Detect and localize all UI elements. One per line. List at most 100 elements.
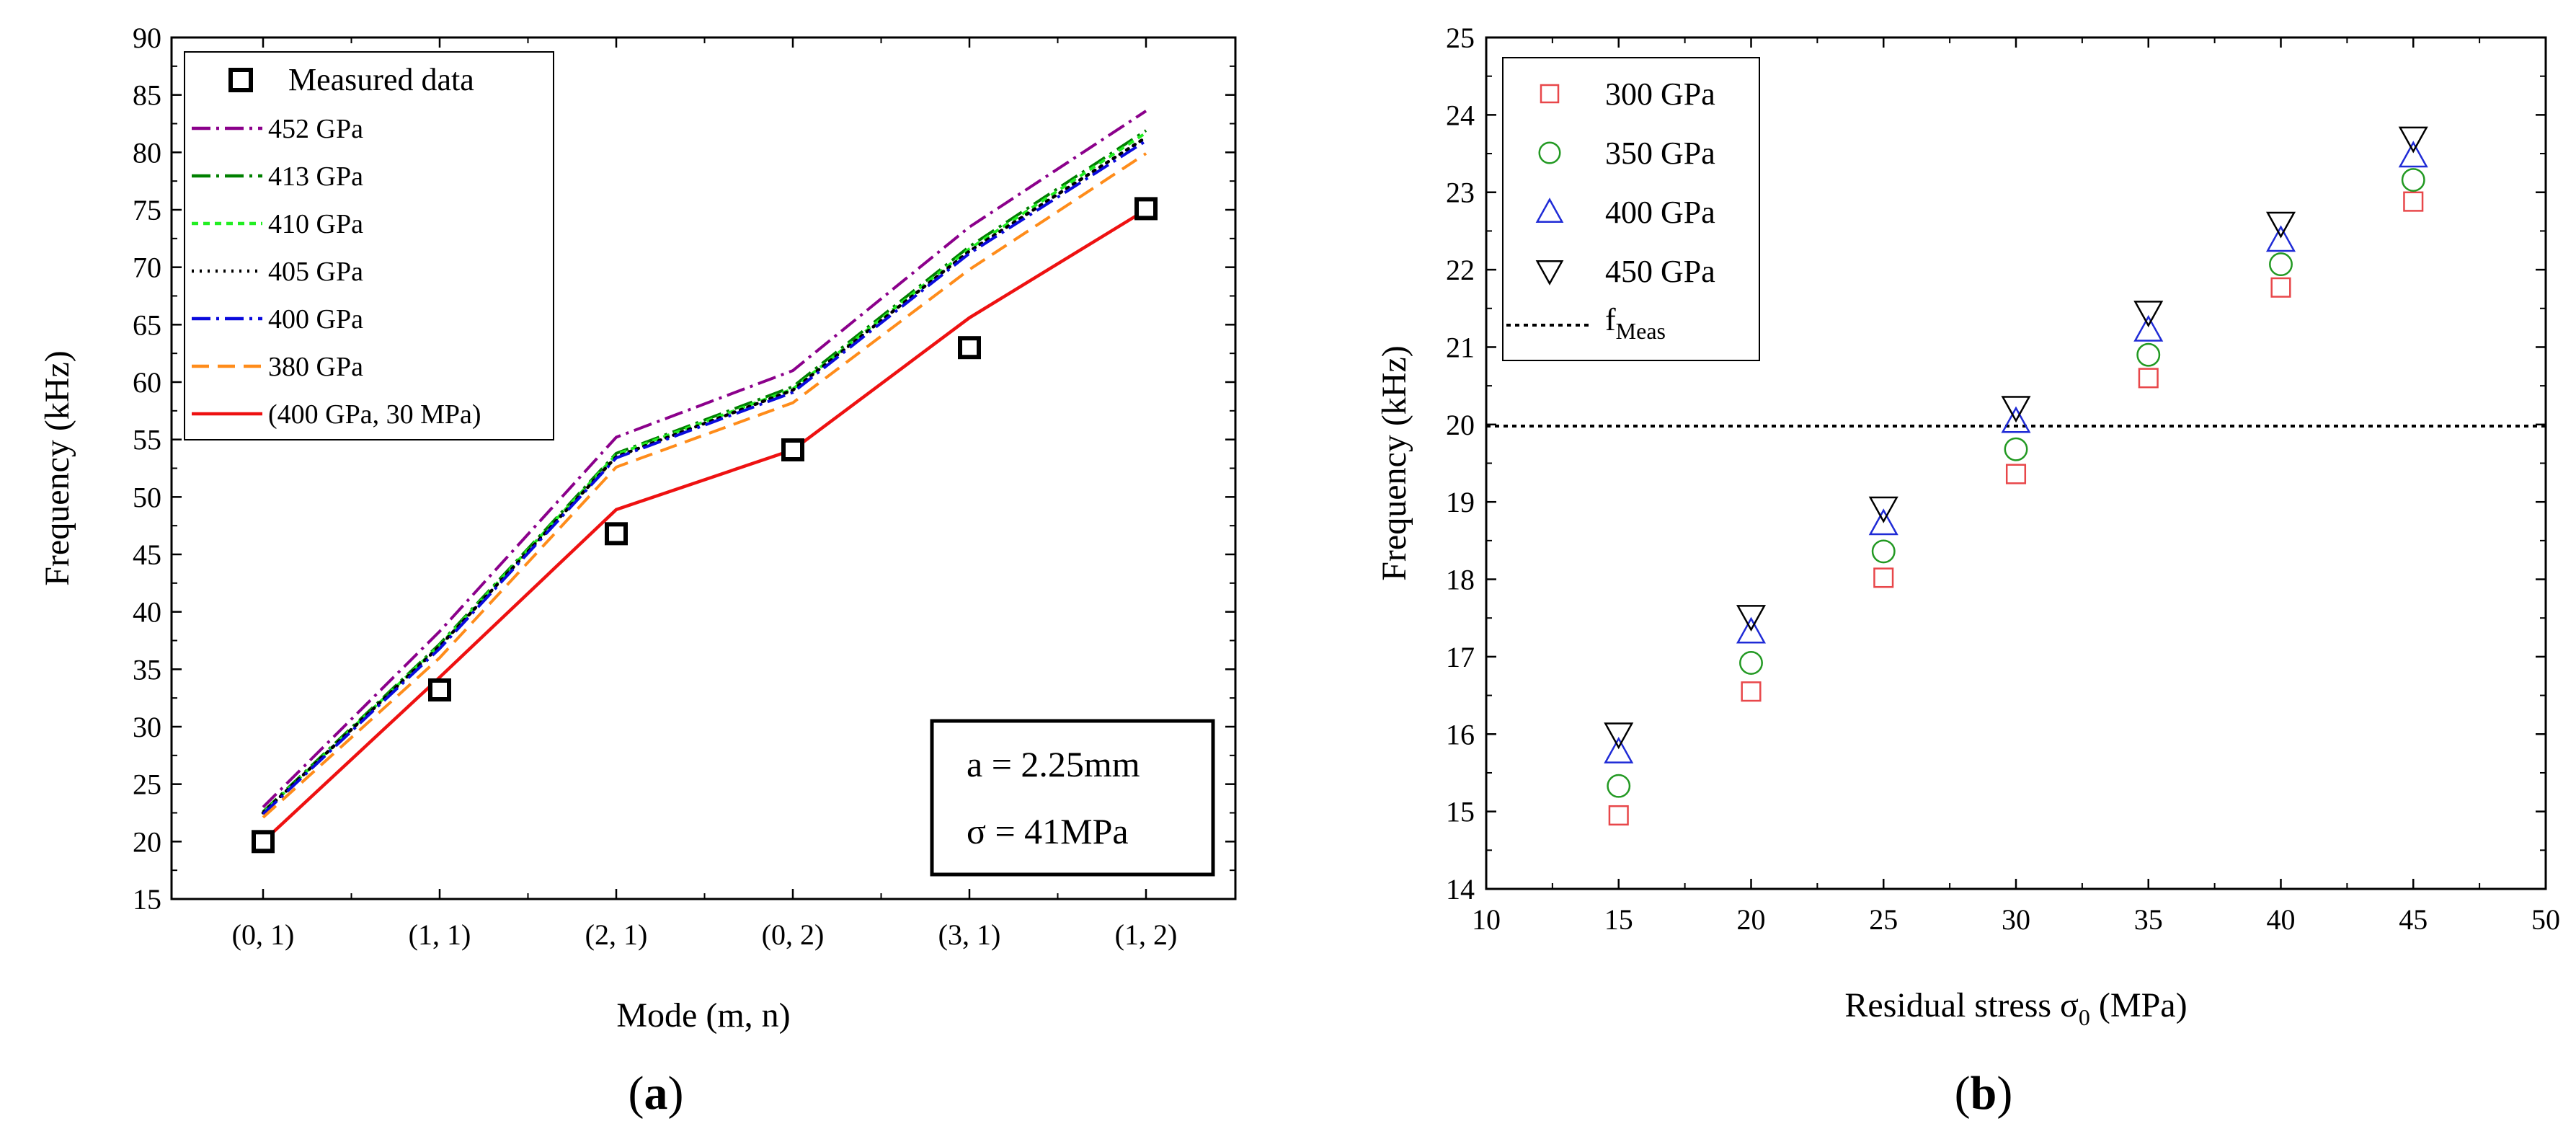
x-axis-label-text: Residual stress σ (1844, 986, 2079, 1024)
y-tick-label-b: 15 (1446, 796, 1475, 828)
y-tick-label-b: 23 (1446, 177, 1475, 209)
measured-point (605, 522, 628, 546)
panel-letter-a: a (644, 1067, 668, 1120)
point-square (2005, 464, 2027, 484)
legend-marker-measured (228, 68, 253, 92)
x-tick-label-b: 20 (1737, 903, 1766, 936)
measured-point (428, 678, 451, 702)
y-tick-label-a: 70 (133, 252, 161, 284)
y-tick-label-b: 24 (1446, 99, 1475, 131)
point-circle (2136, 342, 2161, 367)
legend-marker-square (1540, 84, 1560, 104)
legend-label-a: 410 GPa (268, 209, 363, 239)
legend-marker-triangle-down (1535, 260, 1564, 285)
legend-label-b: 300 GPa (1605, 76, 1715, 112)
series-line-5 (262, 139, 1147, 815)
point-triangle-down (2265, 211, 2296, 239)
chart-a: 15 20 25 30 35 40 45 50 55 60 65 70 75 80 85 90 (0, 1) (1… (38, 22, 1237, 1120)
y-tick-label-a: 65 (133, 309, 161, 341)
measured-point (252, 830, 275, 854)
x-tick-label-a: (2, 1) (585, 918, 648, 951)
legend-label-fmeas: fMeas (1605, 302, 1666, 344)
x-tick-label-b: 40 (2267, 903, 2296, 936)
legend-label-a: 413 GPa (268, 161, 363, 192)
point-circle (1871, 539, 1896, 564)
point-circle (2269, 252, 2293, 277)
panel-label-b: (b) (1955, 1067, 2013, 1120)
x-axis-label-b: Residual stress σ0 (MPa) (1844, 986, 2187, 1030)
point-triangle-up (1868, 508, 1898, 536)
y-tick-label-b: 17 (1446, 641, 1475, 673)
y-tick-label-b: 20 (1446, 409, 1475, 441)
point-triangle-up (1604, 736, 1634, 763)
point-square (1608, 805, 1629, 826)
y-tick-label-b: 25 (1446, 22, 1475, 54)
y-tick-label-b: 16 (1446, 718, 1475, 750)
annotation-box-a (930, 719, 1215, 877)
y-axis-label-b: Frequency (kHz) (1375, 345, 1413, 581)
measured-point (958, 336, 981, 360)
point-triangle-up (2265, 225, 2296, 252)
legend-label-b: 450 GPa (1605, 254, 1715, 289)
point-triangle-down (2133, 301, 2164, 328)
legend-label-a: Measured data (288, 62, 474, 97)
y-tick-label-a: 55 (133, 424, 161, 456)
legend-label-b: 400 GPa (1605, 195, 1715, 230)
x-tick-label-b: 45 (2399, 903, 2428, 936)
panel-letter-b: b (1971, 1067, 1997, 1120)
series-line-7 (262, 208, 1147, 843)
y-tick-label-a: 45 (133, 539, 161, 571)
y-tick-label-a: 20 (133, 825, 161, 858)
panel-paren-close: ) (1997, 1067, 2012, 1120)
point-circle (2004, 437, 2028, 461)
x-tick-label-a: (0, 2) (762, 918, 825, 951)
series-line-2 (262, 129, 1147, 813)
y-axis-label-a: Frequency (kHz) (38, 350, 76, 586)
panel-paren-open: ( (629, 1067, 644, 1120)
y-tick-label-a: 50 (133, 481, 161, 513)
y-tick-label-a: 30 (133, 711, 161, 743)
point-circle (2401, 168, 2425, 192)
y-tick-label-a: 25 (133, 769, 161, 801)
point-circle (1607, 774, 1631, 798)
y-tick-label-a: 35 (133, 653, 161, 686)
point-triangle-down (1868, 496, 1898, 523)
x-tick-label-b: 35 (2134, 903, 2163, 936)
y-tick-label-a: 40 (133, 596, 161, 629)
x-tick-label-b: 50 (2531, 903, 2560, 936)
legend-label-a: 400 GPa (268, 304, 363, 335)
x-axis-label-unit: (MPa) (2090, 986, 2188, 1024)
point-square (2270, 277, 2291, 298)
y-tick-label-a: 90 (133, 22, 161, 54)
legend-fmeas-main: f (1605, 302, 1616, 337)
legend-box-a (184, 51, 554, 440)
y-tick-label-a: 15 (133, 883, 161, 916)
x-tick-label-a: (3, 1) (938, 918, 1001, 951)
legend-label-a: 405 GPa (268, 257, 363, 287)
y-tick-label-a: 80 (133, 136, 161, 169)
y-tick-label-b: 22 (1446, 254, 1475, 286)
y-tick-label-b: 14 (1446, 873, 1475, 905)
point-triangle-down (1604, 722, 1634, 750)
y-tick-label-b: 18 (1446, 564, 1475, 596)
point-triangle-down (2398, 126, 2428, 154)
annotation-radius: a = 2.25mm (967, 744, 1140, 784)
x-tick-label-b: 30 (2002, 903, 2030, 936)
point-circle (1739, 651, 1763, 675)
point-triangle-down (2001, 396, 2031, 423)
point-triangle-up (1736, 616, 1767, 644)
point-square (2403, 191, 2424, 212)
point-triangle-up (2398, 141, 2428, 168)
y-tick-label-a: 85 (133, 79, 161, 112)
legend-label-a: 452 GPa (268, 114, 363, 144)
point-square (2138, 368, 2159, 389)
annotation-stress: σ = 41MPa (967, 811, 1129, 851)
series-line-6 (262, 152, 1147, 819)
point-triangle-up (2133, 314, 2164, 342)
legend-label-b: 350 GPa (1605, 136, 1715, 171)
x-tick-label-b: 10 (1472, 903, 1501, 936)
point-square (1873, 567, 1894, 588)
y-tick-label-b: 21 (1446, 331, 1475, 363)
panel-paren-open: ( (1955, 1067, 1971, 1120)
measured-point (1134, 197, 1158, 221)
